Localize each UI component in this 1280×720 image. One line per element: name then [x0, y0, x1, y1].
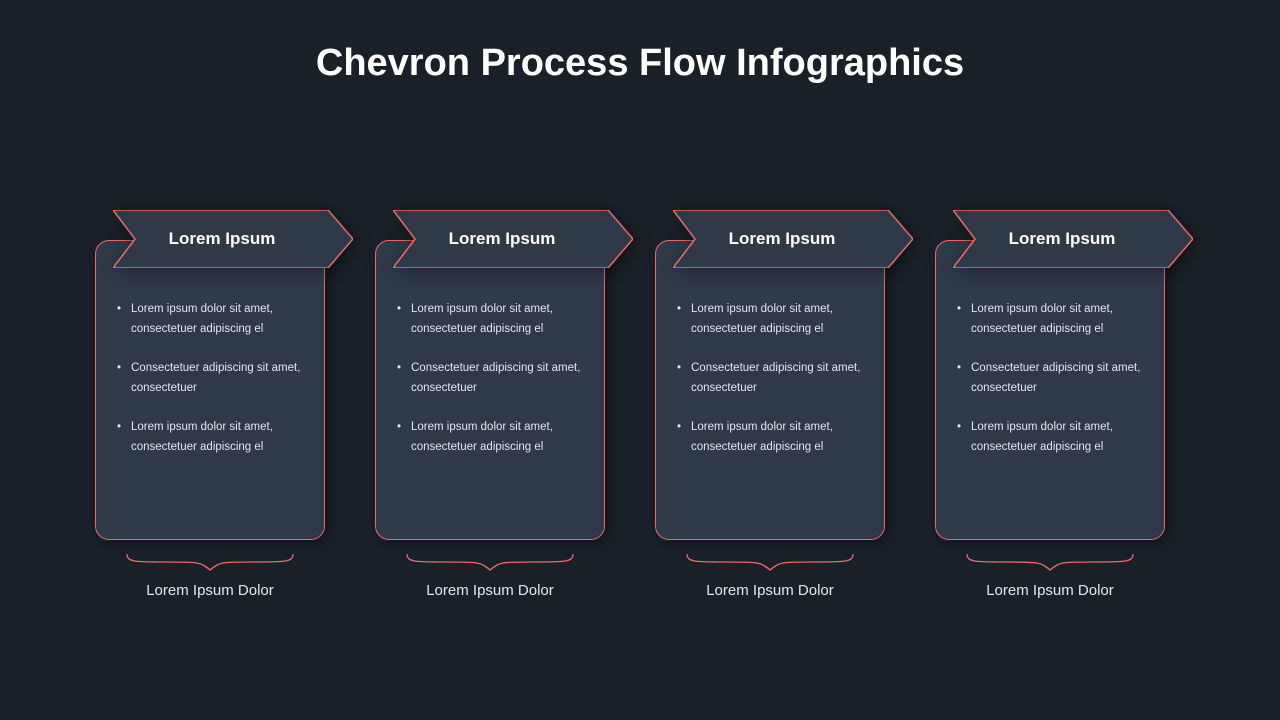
chevron-label: Lorem Ipsum [953, 210, 1171, 268]
bullet-item: Lorem ipsum dolor sit amet, consectetuer… [957, 418, 1147, 457]
chevron-label: Lorem Ipsum [673, 210, 891, 268]
step-bullets: Lorem ipsum dolor sit amet, consectetuer… [117, 300, 307, 477]
bullet-item: Lorem ipsum dolor sit amet, consectetuer… [957, 300, 1147, 339]
bullet-item: Consectetuer adipiscing sit amet, consec… [677, 359, 867, 398]
step-bullets: Lorem ipsum dolor sit amet, consectetuer… [957, 300, 1147, 477]
bullet-item: Consectetuer adipiscing sit amet, consec… [117, 359, 307, 398]
step-caption: Lorem Ipsum Dolor [935, 582, 1165, 599]
brace-icon [405, 552, 575, 572]
brace-icon [125, 552, 295, 572]
step-caption: Lorem Ipsum Dolor [95, 582, 325, 599]
brace-icon [965, 552, 1135, 572]
bullet-item: Lorem ipsum dolor sit amet, consectetuer… [677, 418, 867, 457]
bullet-item: Consectetuer adipiscing sit amet, consec… [957, 359, 1147, 398]
brace-icon [685, 552, 855, 572]
bullet-item: Lorem ipsum dolor sit amet, consectetuer… [397, 300, 587, 339]
step-caption: Lorem Ipsum Dolor [375, 582, 605, 599]
bullet-item: Consectetuer adipiscing sit amet, consec… [397, 359, 587, 398]
step-caption: Lorem Ipsum Dolor [655, 582, 885, 599]
bullet-item: Lorem ipsum dolor sit amet, consectetuer… [117, 418, 307, 457]
chevron-label: Lorem Ipsum [113, 210, 331, 268]
bullet-item: Lorem ipsum dolor sit amet, consectetuer… [397, 418, 587, 457]
step-bullets: Lorem ipsum dolor sit amet, consectetuer… [677, 300, 867, 477]
bullet-item: Lorem ipsum dolor sit amet, consectetuer… [117, 300, 307, 339]
step-bullets: Lorem ipsum dolor sit amet, consectetuer… [397, 300, 587, 477]
page-title: Chevron Process Flow Infographics [0, 0, 1280, 85]
bullet-item: Lorem ipsum dolor sit amet, consectetuer… [677, 300, 867, 339]
chevron-label: Lorem Ipsum [393, 210, 611, 268]
